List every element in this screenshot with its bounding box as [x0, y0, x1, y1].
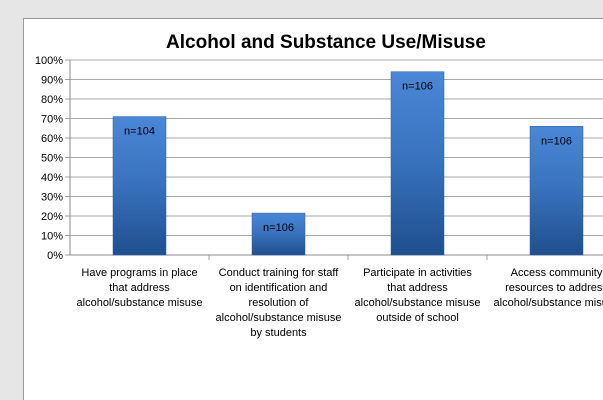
bars	[112, 71, 584, 256]
category-label: outside of school	[376, 312, 459, 324]
y-tick-label: 60%	[41, 133, 63, 145]
category-label: Access community	[511, 267, 603, 279]
y-tick-label: 70%	[41, 114, 63, 126]
category-label: that address	[109, 282, 170, 294]
data-label: n=106	[263, 222, 294, 234]
y-tick-label: 90%	[41, 75, 63, 87]
category-label: alcohol/substance misuse	[216, 312, 342, 324]
bar	[390, 71, 445, 256]
y-tick-label: 100%	[35, 55, 63, 67]
y-tick-label: 10%	[41, 231, 63, 243]
bar	[529, 126, 584, 256]
bar	[112, 116, 167, 256]
y-tick-label: 40%	[41, 172, 63, 184]
data-labels: n=104 n=106 n=106 n=106	[124, 81, 572, 234]
y-tick-label: 80%	[41, 94, 63, 106]
chart-title: Alcohol and Substance Use/Misuse	[166, 32, 486, 53]
y-tick-label: 30%	[41, 192, 63, 204]
category-label: Participate in activities	[363, 267, 472, 279]
category-label: alcohol/substance misuse	[355, 297, 481, 309]
y-tick-label: 0%	[47, 250, 63, 262]
category-label: alcohol/substance misuse	[494, 297, 603, 309]
category-label: Have programs in place	[81, 267, 197, 279]
y-axis-ticks: 0% 10% 20% 30% 40% 50% 60% 70% 80% 90% 100%	[35, 55, 63, 262]
data-label: n=104	[124, 126, 155, 138]
category-label: that address	[387, 282, 448, 294]
category-label: Conduct training for staff	[219, 267, 340, 279]
bar	[251, 212, 306, 256]
category-label: alcohol/substance misuse	[77, 297, 203, 309]
category-label: resolution of	[249, 297, 310, 309]
y-tick-label: 20%	[41, 211, 63, 223]
category-label: resources to address	[505, 282, 603, 294]
category-label: by students	[250, 327, 307, 339]
data-label: n=106	[541, 135, 572, 147]
category-labels: Have programs in place that address alcoho…	[77, 267, 603, 339]
data-label: n=106	[402, 81, 433, 93]
category-label: on identification and	[230, 282, 328, 294]
y-tick-label: 50%	[41, 153, 63, 165]
